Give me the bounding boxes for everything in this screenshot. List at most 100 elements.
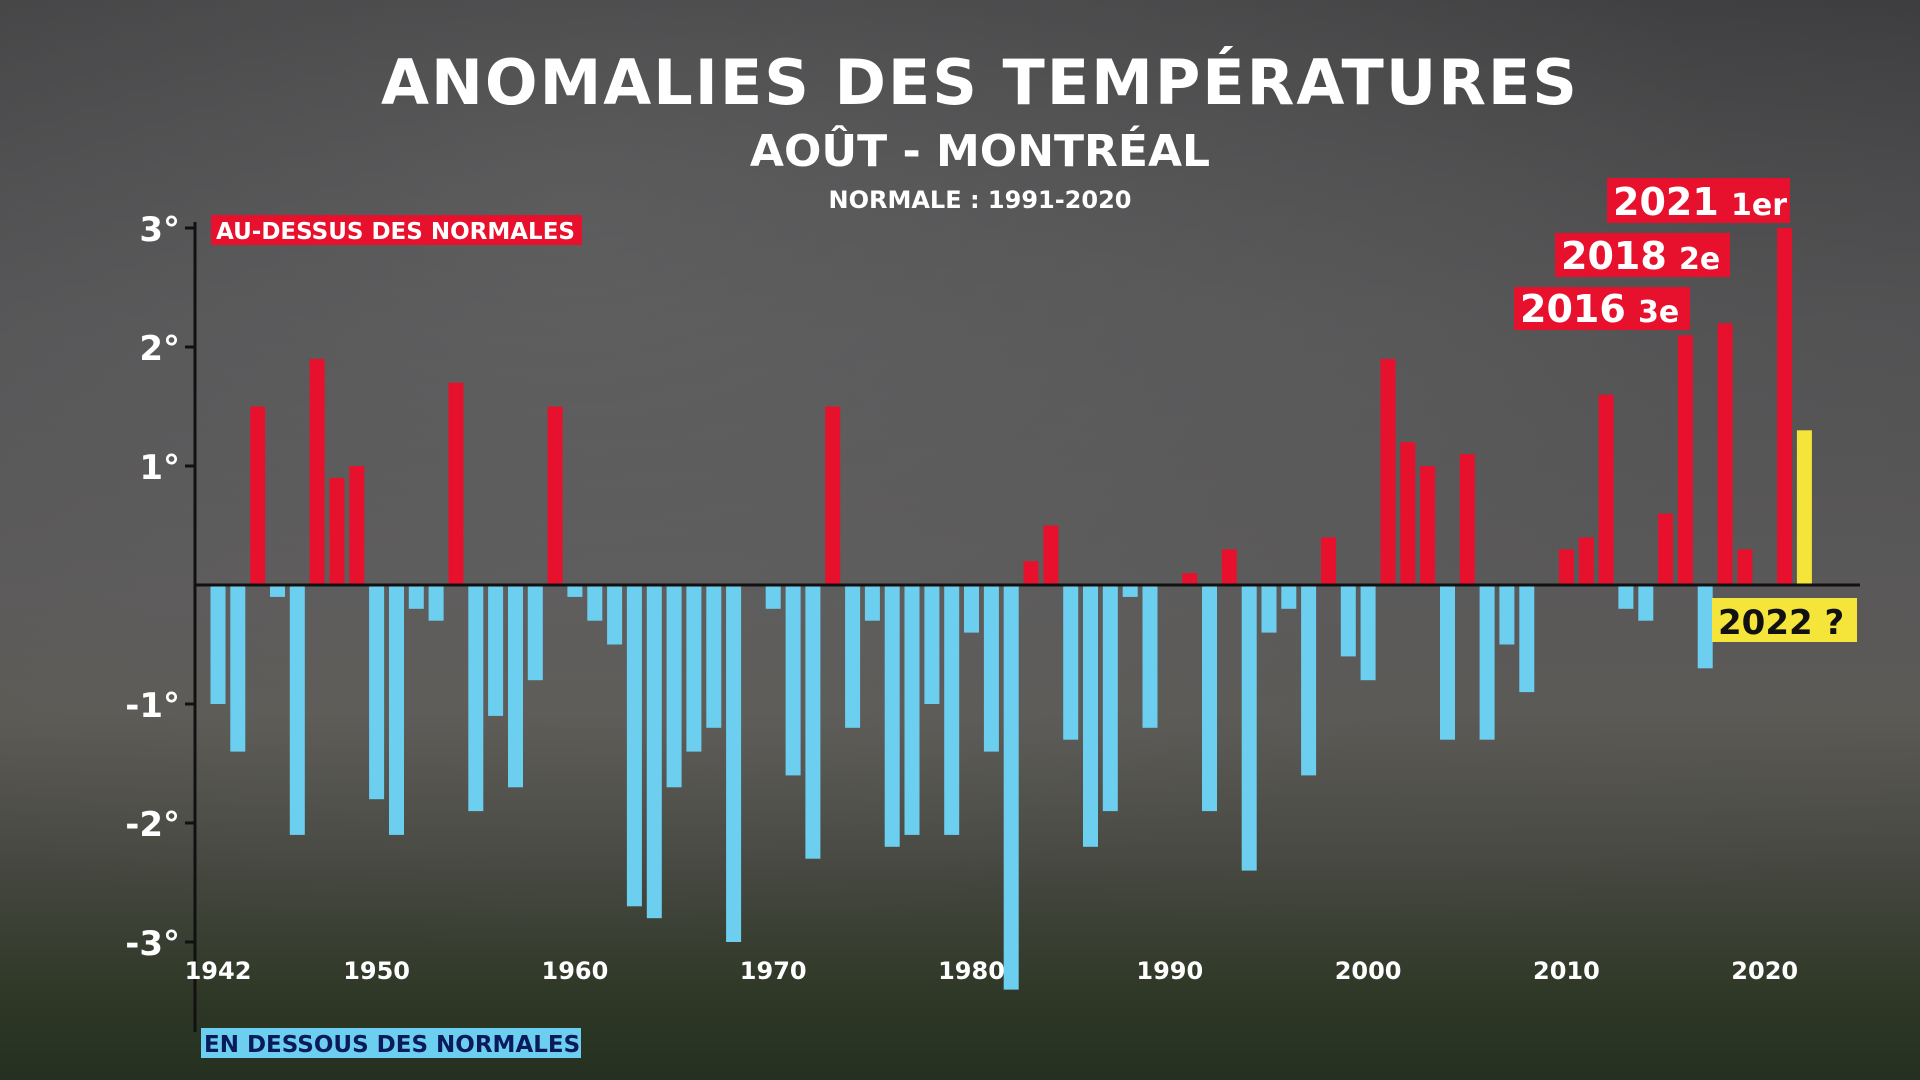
bar-2001 <box>1380 358 1396 585</box>
y-tick-label: -2° <box>125 805 180 845</box>
y-tick-label: -3° <box>125 924 180 964</box>
y-tick-label: 2° <box>139 329 180 369</box>
annotation-box <box>1514 287 1690 330</box>
bar-1992 <box>1202 585 1217 812</box>
bar-1953 <box>428 585 444 621</box>
bar-1974 <box>845 585 861 728</box>
bar-1945 <box>270 585 285 597</box>
bar-2015 <box>1658 513 1674 585</box>
bars-group <box>210 228 1812 990</box>
bar-1947 <box>309 358 325 585</box>
bar-1988 <box>1122 585 1138 597</box>
bar-1948 <box>329 477 345 585</box>
bar-1981 <box>983 585 999 752</box>
chart-subtitle: AOÛT - MONTRÉAL <box>749 126 1211 177</box>
current-year-text: 2022 ? <box>1718 603 1844 643</box>
bar-1943 <box>230 585 246 752</box>
bar-1965 <box>666 585 682 788</box>
bar-1977 <box>904 585 920 835</box>
bar-1970 <box>765 585 781 609</box>
bar-2019 <box>1737 549 1753 585</box>
y-tick-label: -1° <box>125 686 180 726</box>
bar-1999 <box>1340 585 1356 657</box>
annotation-year: 2016 <box>1520 287 1626 331</box>
bar-1973 <box>825 406 841 585</box>
x-tick-label: 1942 <box>185 957 252 985</box>
x-tick-label: 2010 <box>1533 957 1600 985</box>
bar-1994 <box>1241 585 1257 871</box>
bar-1966 <box>686 585 702 752</box>
bar-1996 <box>1281 585 1297 609</box>
bar-1975 <box>864 585 880 621</box>
annotation-2018: 2018 2e <box>1555 233 1730 278</box>
bar-1954 <box>448 382 464 585</box>
bar-1978 <box>924 585 940 704</box>
bar-1998 <box>1321 537 1336 585</box>
bar-1997 <box>1301 585 1317 776</box>
annotation-rank: 1er <box>1731 188 1787 223</box>
bar-1995 <box>1261 585 1277 633</box>
x-tick-label: 1980 <box>938 957 1005 985</box>
above-normal-badge: AU-DESSUS DES NORMALES <box>211 215 582 245</box>
x-tick-label: 1990 <box>1136 957 1203 985</box>
bar-1950 <box>369 585 385 800</box>
bar-1958 <box>527 585 543 681</box>
bar-1957 <box>508 585 523 788</box>
bar-1949 <box>349 466 365 585</box>
ranking-annotations: 2021 1er 2018 2e 2016 3e <box>1514 178 1790 331</box>
bar-1989 <box>1142 585 1158 728</box>
bar-1982 <box>1003 585 1019 990</box>
bar-2004 <box>1440 585 1455 740</box>
annotation-rank: 3e <box>1638 295 1679 330</box>
bar-1972 <box>805 585 821 859</box>
bar-1985 <box>1063 585 1079 740</box>
bar-2007 <box>1499 585 1515 645</box>
bar-2000 <box>1360 585 1376 681</box>
x-tick-labels: 1942 1950 1960 1970 1980 1990 2000 2010 2020 <box>185 957 1798 985</box>
bar-1961 <box>587 585 603 621</box>
bar-1983 <box>1023 561 1039 585</box>
annotation-year: 2021 <box>1613 180 1719 224</box>
bar-2021 <box>1777 228 1793 585</box>
bar-1959 <box>547 406 563 585</box>
bar-2013 <box>1618 585 1634 609</box>
bar-1976 <box>884 585 900 847</box>
bar-1942 <box>210 585 226 704</box>
bar-1971 <box>785 585 801 776</box>
bar-2016 <box>1677 335 1693 585</box>
bar-2005 <box>1459 454 1475 585</box>
bar-1964 <box>646 585 662 919</box>
annotation-box <box>1555 233 1730 277</box>
bar-1993 <box>1221 549 1237 585</box>
bar-1979 <box>944 585 960 835</box>
x-tick-label: 2000 <box>1335 957 1402 985</box>
bar-1952 <box>408 585 424 609</box>
bar-1967 <box>706 585 722 728</box>
x-tick-label: 1950 <box>343 957 410 985</box>
y-tick-label: 1° <box>139 448 180 488</box>
annotation-year: 2018 <box>1561 234 1667 278</box>
annotation-rank: 2e <box>1679 242 1720 277</box>
x-tick-label: 1960 <box>542 957 609 985</box>
x-tick-label: 1970 <box>740 957 807 985</box>
bar-1955 <box>468 585 484 812</box>
bar-2010 <box>1558 549 1574 585</box>
annotation-2021: 2021 1er <box>1607 178 1790 224</box>
bar-1960 <box>567 585 583 597</box>
chart-title: ANOMALIES DES TEMPÉRATURES <box>381 46 1579 119</box>
y-tick-label: 3° <box>139 210 180 250</box>
bar-1968 <box>726 585 742 942</box>
bar-2003 <box>1420 466 1436 585</box>
below-normal-text: EN DESSOUS DES NORMALES <box>204 1032 580 1058</box>
bar-2014 <box>1638 585 1654 621</box>
bar-2017 <box>1697 585 1713 669</box>
above-normal-text: AU-DESSUS DES NORMALES <box>216 219 575 245</box>
bar-2022 <box>1796 430 1812 585</box>
bar-1980 <box>964 585 979 633</box>
bar-1946 <box>289 585 305 835</box>
bar-1991 <box>1182 573 1198 585</box>
bar-1951 <box>389 585 404 835</box>
x-tick-label: 2020 <box>1731 957 1798 985</box>
